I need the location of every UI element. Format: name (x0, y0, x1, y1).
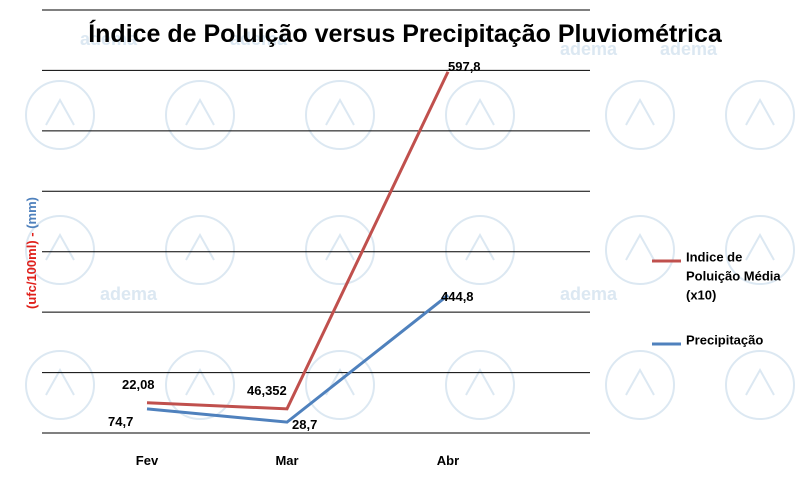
watermark-mark (325, 232, 355, 261)
watermark-mark (725, 215, 795, 285)
x-tick-label: Fev (136, 453, 159, 468)
watermark-mark (625, 367, 655, 396)
watermark-mark (45, 367, 75, 396)
watermark-mark (745, 367, 775, 396)
watermark-mark (165, 350, 235, 420)
watermark-mark (465, 367, 495, 396)
watermark-text: adema (560, 284, 618, 304)
chart-title: Índice de Poluição versus Precipitação P… (88, 19, 723, 48)
watermark-mark (465, 97, 495, 126)
watermark-mark (445, 80, 515, 150)
y-axis-label-part: (ufc/100ml) (24, 240, 39, 309)
y-axis-label-part: - (24, 229, 39, 241)
watermark-mark (445, 350, 515, 420)
watermark-mark (165, 215, 235, 285)
watermark-mark (605, 215, 675, 285)
y-axis-label: (ufc/100ml) - (mm) (24, 197, 39, 309)
watermark-mark (625, 232, 655, 261)
gridlines (42, 9, 590, 434)
x-tick-label: Abr (437, 453, 459, 468)
y-axis-label-part: (mm) (24, 197, 39, 229)
data-label: 597,8 (448, 59, 481, 74)
series-line-1 (146, 294, 449, 424)
watermark-mark (305, 350, 375, 420)
watermark-mark (625, 97, 655, 126)
watermark-text: adema (230, 29, 288, 49)
watermark-mark (45, 97, 75, 126)
watermark-mark (25, 350, 95, 420)
legend-label: (x10) (686, 287, 716, 302)
watermark-mark (605, 350, 675, 420)
watermark-text: adema (80, 29, 138, 49)
watermark-text: adema (560, 39, 618, 59)
series-line-0 (146, 71, 450, 411)
watermark-mark (605, 80, 675, 150)
watermark-mark (45, 232, 75, 261)
watermark-mark (25, 80, 95, 150)
watermark-mark (165, 80, 235, 150)
data-label: 28,7 (292, 417, 317, 432)
watermark-mark (745, 232, 775, 261)
watermark-mark (465, 232, 495, 261)
data-labels: 22,08 46,352 597,8 74,7 28,7 444,8 (108, 59, 481, 432)
watermark-mark (325, 97, 355, 126)
data-label: 22,08 (122, 377, 155, 392)
data-label: 74,7 (108, 414, 133, 429)
watermark-layer: adema adema adema adema adema adema (25, 29, 795, 420)
watermark-mark (25, 215, 95, 285)
watermark-mark (185, 367, 215, 396)
legend: Indice de Poluição Média (x10) Precipitação (652, 249, 781, 347)
watermark-mark (725, 350, 795, 420)
series-lines (146, 71, 450, 424)
watermark-mark (305, 215, 375, 285)
data-label: 46,352 (247, 383, 287, 398)
watermark-mark (185, 97, 215, 126)
x-axis-ticks: Fev Mar Abr (136, 453, 459, 468)
legend-label: Poluição Média (686, 268, 781, 283)
x-tick-label: Mar (275, 453, 298, 468)
watermark-mark (185, 232, 215, 261)
watermark-text: adema (100, 284, 158, 304)
watermark-mark (445, 215, 515, 285)
data-label: 444,8 (441, 289, 474, 304)
watermark-text: adema (660, 39, 718, 59)
watermark-mark (305, 80, 375, 150)
legend-label: Indice de (686, 249, 742, 264)
watermark-mark (745, 97, 775, 126)
legend-label: Precipitação (686, 332, 763, 347)
watermark-mark (725, 80, 795, 150)
